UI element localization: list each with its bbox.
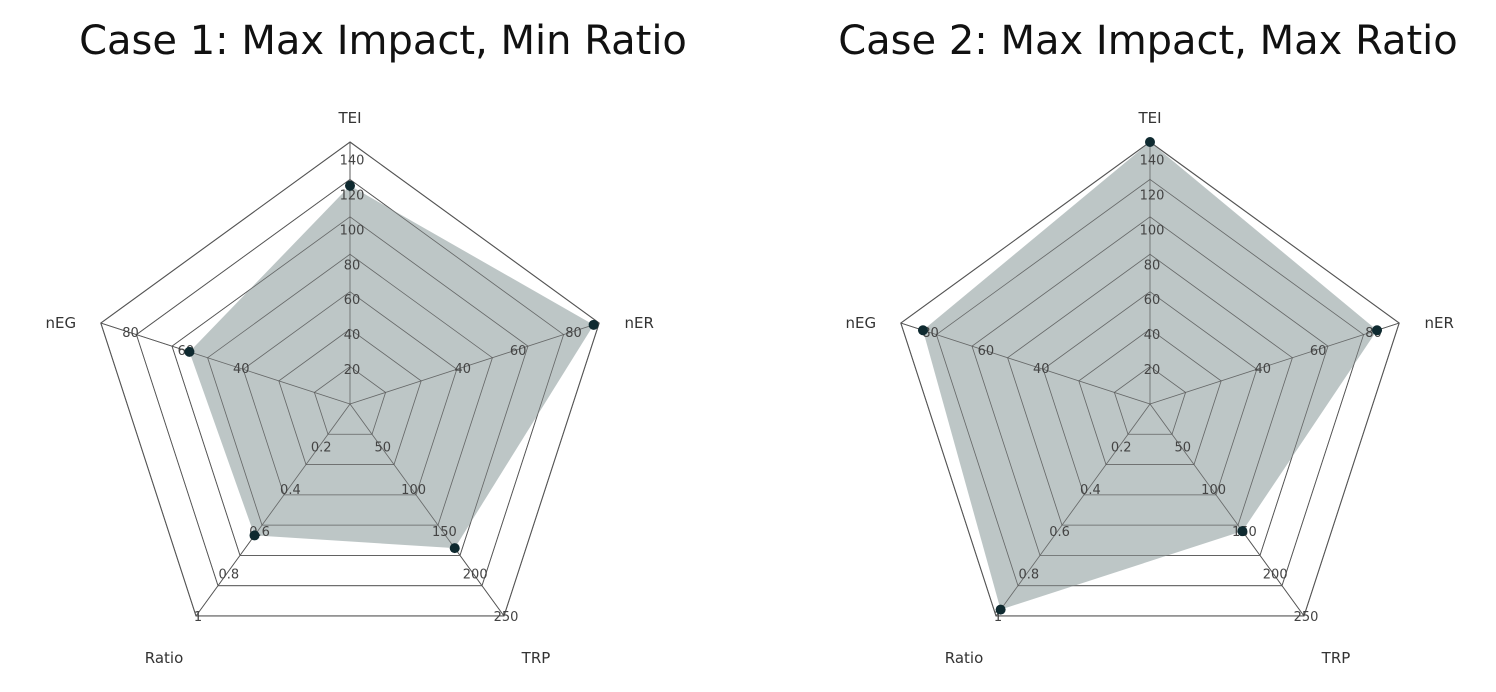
axis-label-neg: nEG bbox=[846, 314, 877, 332]
tick-label: 60 bbox=[1144, 293, 1161, 308]
grid-ring-overlay bbox=[100, 141, 600, 617]
tick-label: 0.4 bbox=[1080, 483, 1101, 498]
tick-label: 80 bbox=[1144, 258, 1161, 273]
tick-label: 80 bbox=[565, 326, 582, 341]
grid-ring-overlay bbox=[935, 178, 1365, 587]
tick-label: 120 bbox=[340, 188, 365, 203]
data-point-neg bbox=[184, 346, 195, 357]
tick-label: 100 bbox=[1201, 483, 1226, 498]
chart-1-title: Case 1: Max Impact, Min Ratio bbox=[79, 18, 687, 64]
grid-ring-overlay bbox=[242, 291, 458, 496]
axis-label-trp: TRP bbox=[1321, 649, 1351, 667]
radar-chart-2: 20406080100120140406080501001502002500.2… bbox=[846, 109, 1454, 667]
tick-label: 1 bbox=[194, 610, 202, 625]
tick-label: 200 bbox=[1263, 568, 1288, 583]
tick-label: 100 bbox=[1140, 223, 1165, 238]
data-point-neg bbox=[917, 325, 928, 336]
tick-label: 100 bbox=[401, 483, 426, 498]
tick-label: 20 bbox=[344, 363, 361, 378]
axis-label-ratio: Ratio bbox=[945, 649, 984, 667]
radar-chart-1: 20406080100120140406080501001502002500.2… bbox=[46, 109, 654, 667]
tick-label: 80 bbox=[122, 326, 139, 341]
grid-ring-overlay bbox=[900, 141, 1400, 617]
tick-label: 40 bbox=[1144, 328, 1161, 343]
data-point-tei bbox=[345, 180, 355, 191]
tick-label: 40 bbox=[1254, 362, 1271, 377]
tick-label: 40 bbox=[344, 328, 361, 343]
chart-2-title: Case 2: Max Impact, Max Ratio bbox=[838, 18, 1458, 64]
axis-label-ratio: Ratio bbox=[145, 649, 184, 667]
grid-ring-overlay bbox=[1042, 291, 1258, 496]
tick-label: 60 bbox=[510, 344, 527, 359]
tick-label: 60 bbox=[978, 344, 995, 359]
data-point-ratio bbox=[249, 530, 260, 541]
tick-label: 1 bbox=[994, 610, 1002, 625]
data-point-ner bbox=[1372, 325, 1383, 336]
tick-label: 140 bbox=[1140, 153, 1165, 168]
tick-label: 140 bbox=[340, 153, 365, 168]
grid-spoke-overlay bbox=[995, 403, 1151, 617]
tick-label: 100 bbox=[340, 223, 365, 238]
axis-label-tei: TEI bbox=[337, 109, 361, 127]
tick-label: 120 bbox=[1140, 188, 1165, 203]
tick-label: 0.8 bbox=[218, 568, 239, 583]
tick-label: 0.2 bbox=[311, 440, 332, 455]
grid-spoke-overlay bbox=[100, 322, 351, 405]
grid-ring-overlay bbox=[171, 216, 529, 556]
grid-ring-overlay bbox=[1078, 328, 1222, 465]
tick-label: 250 bbox=[494, 610, 519, 625]
tick-label: 40 bbox=[233, 362, 250, 377]
grid-ring-overlay bbox=[207, 253, 493, 526]
axis-label-tei: TEI bbox=[1137, 109, 1161, 127]
tick-label: 0.6 bbox=[1049, 525, 1070, 540]
grid-spoke-overlay bbox=[195, 403, 351, 617]
tick-label: 0.8 bbox=[1018, 568, 1039, 583]
tick-label: 250 bbox=[1294, 610, 1319, 625]
data-point-ratio bbox=[995, 604, 1006, 615]
tick-label: 60 bbox=[344, 293, 361, 308]
tick-label: 40 bbox=[454, 362, 471, 377]
tick-label: 200 bbox=[463, 568, 488, 583]
grid-spoke-overlay bbox=[1149, 322, 1400, 405]
grid-ring-overlay bbox=[1113, 366, 1187, 435]
data-point-trp bbox=[449, 543, 460, 554]
grid-ring-overlay bbox=[971, 216, 1329, 556]
grid-spoke-overlay bbox=[349, 322, 600, 405]
tick-label: 40 bbox=[1033, 362, 1050, 377]
grid-ring-overlay bbox=[278, 328, 422, 465]
grid-spoke-overlay bbox=[900, 322, 1151, 405]
grid-ring-overlay bbox=[1007, 253, 1293, 526]
tick-label: 50 bbox=[1175, 440, 1192, 455]
grid-ring-overlay bbox=[135, 178, 565, 587]
axis-label-ner: nER bbox=[624, 314, 653, 332]
tick-label: 0.4 bbox=[280, 483, 301, 498]
tick-label: 50 bbox=[375, 440, 392, 455]
tick-label: 0.2 bbox=[1111, 440, 1132, 455]
data-area bbox=[189, 185, 594, 549]
tick-label: 20 bbox=[1144, 363, 1161, 378]
axis-label-ner: nER bbox=[1424, 314, 1453, 332]
tick-label: 150 bbox=[432, 525, 457, 540]
grid-spoke-overlay bbox=[1149, 403, 1305, 617]
axis-label-trp: TRP bbox=[521, 649, 551, 667]
grid-spoke-overlay bbox=[349, 403, 505, 617]
tick-label: 80 bbox=[344, 258, 361, 273]
axis-label-neg: nEG bbox=[46, 314, 77, 332]
grid-ring-overlay bbox=[313, 366, 387, 435]
data-point-tei bbox=[1145, 137, 1155, 147]
tick-label: 60 bbox=[1310, 344, 1327, 359]
data-point-ner bbox=[588, 319, 599, 330]
data-point-trp bbox=[1237, 526, 1248, 537]
